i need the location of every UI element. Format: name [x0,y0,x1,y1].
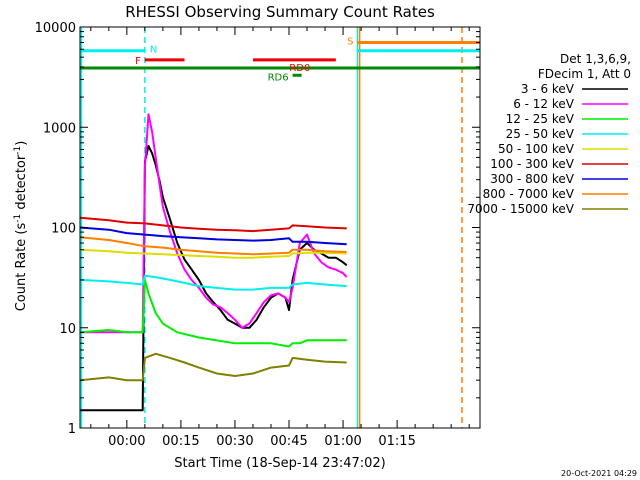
flag-label-rd0: RD0 [289,63,310,74]
flag-label-rd6: RD6 [268,72,289,83]
x-tick-label-4: 01:00 [324,434,361,449]
flag-label-f: F [135,56,141,67]
legend-label-9: 7000 - 15000 keV [467,202,574,216]
flag-label-n: N [150,45,157,56]
legend-label-7: 300 - 800 keV [490,172,574,186]
data-layer [80,27,480,428]
chart-title: RHESSI Observing Summary Count Rates [125,3,435,21]
legend-header-2: FDecim 1, Att 0 [538,67,631,81]
x-tick-label-2: 00:30 [216,434,253,449]
plot-frame-rect [79,26,481,429]
y-axis-label: Count Rate (s-1 detector-1) [13,141,29,312]
x-tick-label-0: 00:00 [108,434,145,449]
x-tick-label-1: 00:15 [162,434,199,449]
legend: Det 1,3,6,9, FDecim 1, Att 0 3 - 6 keV6 … [467,52,631,216]
series-line-5 [80,248,347,259]
series-line-7 [80,226,347,246]
legend-header-1: Det 1,3,6,9, [560,52,631,66]
series-line-3 [80,278,347,348]
series-line-2 [80,113,348,334]
legend-label-1: 3 - 6 keV [521,82,575,96]
x-axis-label: Start Time (18-Sep-14 23:47:02) [174,456,385,471]
series-line-4 [80,274,347,291]
series-line-8 [80,236,347,256]
flag-label-s: S [347,37,353,48]
legend-label-6: 100 - 300 keV [490,157,574,171]
legend-label-2: 6 - 12 keV [513,97,575,111]
legend-label-4: 25 - 50 keV [506,127,575,141]
x-tick-label-5: 01:15 [378,434,415,449]
legend-label-5: 50 - 100 keV [498,142,575,156]
y-tick-label-4: 10000 [35,21,76,36]
axes: 1 10 100 1000 10000 00:00 00:15 00:30 00:45 01:00… [35,21,480,449]
legend-label-8: 800 - 7000 keV [483,187,575,201]
y-tick-label-3: 1000 [43,121,76,136]
y-tick-label-2: 100 [51,222,76,237]
series-line-9 [80,352,347,382]
plot-frame [79,26,481,429]
y-tick-label-1: 10 [59,322,76,337]
legend-label-3: 12 - 25 keV [506,112,575,126]
y-tick-label-0: 1 [68,422,76,437]
series-line-6 [80,216,347,233]
footer-date: 20-Oct-2021 04:29 [561,469,637,478]
series-line-1 [80,145,348,412]
x-tick-label-3: 00:45 [270,434,307,449]
